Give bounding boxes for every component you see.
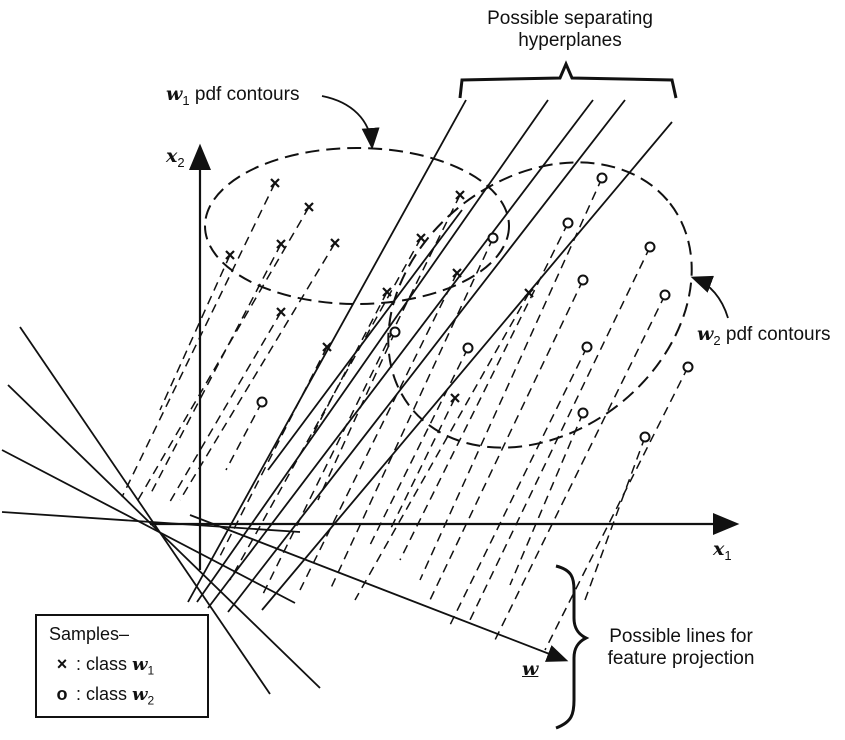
- w1-subscript: 1: [182, 92, 190, 108]
- projection-lines-label: Possible lines for feature projection: [596, 626, 766, 670]
- x1-symbol: x: [713, 538, 725, 560]
- w1-pdf-contour: [204, 147, 510, 305]
- circle-marker-icon: o: [56, 684, 68, 704]
- legend-title: Samples–: [49, 624, 130, 644]
- x2-subscript: 2: [177, 154, 185, 170]
- class-w1-samples: [225, 178, 534, 403]
- w1-callout-arrow: [321, 95, 380, 150]
- w2-pdf-contour: [387, 161, 693, 449]
- separating-hyperplanes-title: Possible separating hyperplanes: [470, 8, 670, 52]
- w1-pdf-contours-label: w1 pdf contours: [166, 83, 299, 108]
- x1-axis-label: x1: [713, 538, 732, 563]
- cross-marker-icon: ×: [56, 654, 68, 674]
- legend-class-w2: o : class w2: [53, 684, 155, 708]
- w2-subscript: 2: [713, 332, 721, 348]
- projection-brace: [555, 564, 590, 730]
- w1-contours-text: pdf contours: [194, 84, 300, 105]
- legend-class2-sub: 2: [147, 693, 155, 708]
- x2-axis-label: x2: [166, 145, 185, 170]
- w1-symbol: w: [166, 83, 183, 105]
- separating-title-line2: hyperplanes: [518, 30, 622, 51]
- legend-class1-symbol: w: [132, 654, 148, 675]
- separating-title-line1: Possible separating: [487, 8, 653, 29]
- w2-pdf-contours-label: w2 pdf contours: [697, 323, 830, 348]
- projection-line1: Possible lines for: [609, 626, 753, 647]
- w2-symbol: w: [697, 323, 714, 345]
- w-vector-label: w: [522, 658, 539, 680]
- projection-line2: feature projection: [607, 648, 755, 669]
- legend-class-w1: × : class w1: [53, 654, 155, 678]
- w2-callout-arrow: [690, 275, 729, 319]
- w2-contours-text: pdf contours: [725, 324, 831, 345]
- legend-class2-symbol: w: [132, 684, 148, 705]
- x2-symbol: x: [166, 145, 178, 167]
- class-w2-samples: [256, 172, 694, 443]
- legend-class1-sub: 1: [147, 663, 155, 678]
- samples-legend: Samples– × : class w1 o : class w2: [35, 614, 209, 718]
- legend-class1-text: : class: [76, 654, 128, 674]
- legend-class2-text: : class: [76, 684, 128, 704]
- hyperplanes-brace: [458, 60, 678, 99]
- x1-subscript: 1: [724, 547, 732, 563]
